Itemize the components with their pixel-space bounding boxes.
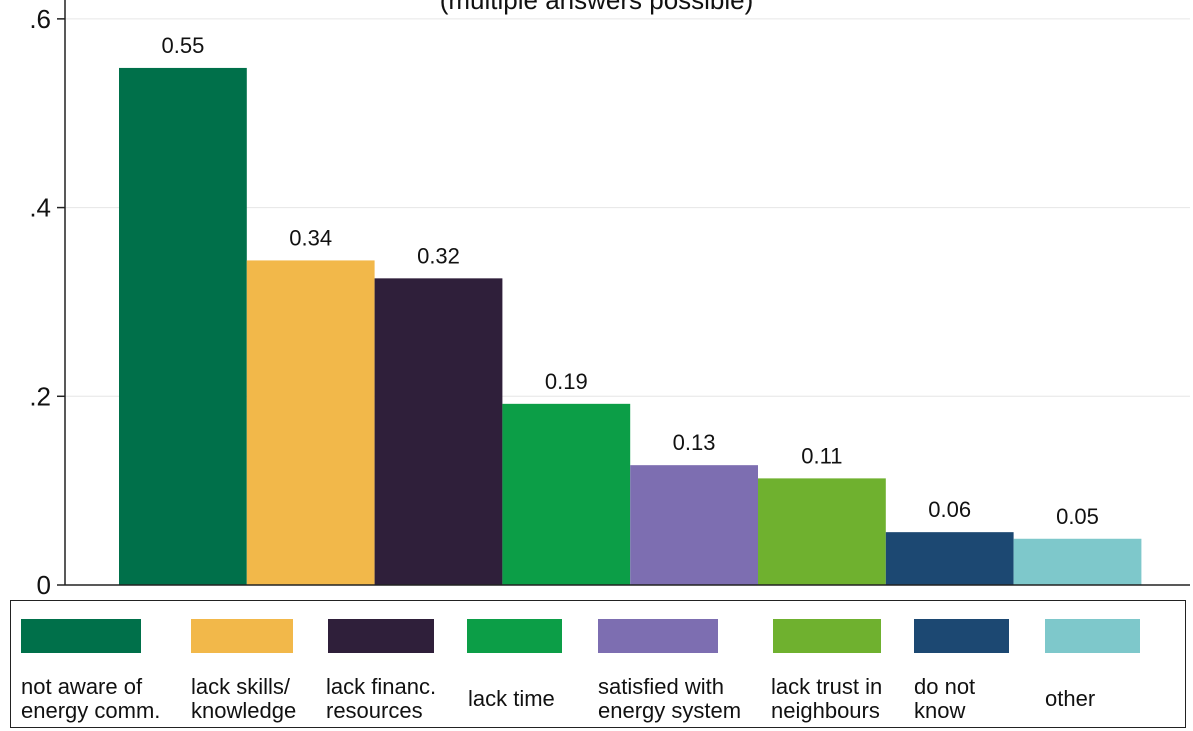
bar <box>246 260 375 585</box>
bar <box>630 465 758 585</box>
legend: not aware of energy comm. lack skills/ kn… <box>10 600 1186 728</box>
data-label: 0.13 <box>673 430 716 455</box>
data-label: 0.34 <box>289 225 332 250</box>
bar <box>374 278 503 585</box>
legend-swatch <box>467 619 562 653</box>
bar-chart: 0 .2 .4 .6 0.55 0.34 0.32 0.19 0.13 0.11 0.06 0.05 <box>29 0 1190 600</box>
bar <box>119 67 247 585</box>
data-label: 0.06 <box>928 497 971 522</box>
legend-label: lack financ. resources <box>326 674 437 723</box>
legend-swatch <box>598 619 718 653</box>
y-tick-label: .4 <box>29 193 51 223</box>
data-label: 0.05 <box>1056 504 1099 529</box>
bar <box>885 532 1014 585</box>
bar <box>758 478 886 585</box>
y-tick-label: .2 <box>29 381 51 411</box>
legend-label: do not know <box>914 674 976 723</box>
legend-label: lack trust in neighbours <box>771 674 883 723</box>
legend-swatch <box>191 619 293 653</box>
data-label: 0.32 <box>417 243 460 268</box>
legend-swatch <box>1045 619 1140 653</box>
legend-label: not aware of energy comm. <box>21 674 161 723</box>
chart-subtitle: (multiple answers possible) <box>439 0 754 15</box>
legend-swatch <box>21 619 141 653</box>
bar <box>1013 538 1142 585</box>
y-tick-label: .6 <box>29 4 51 34</box>
legend-label: satisfied with energy system <box>598 674 742 723</box>
legend-label: lack time <box>468 686 555 711</box>
y-tick-label: 0 <box>37 570 51 600</box>
legend-label: other <box>1045 686 1096 711</box>
legend-swatch <box>328 619 434 653</box>
data-label: 0.55 <box>161 33 204 58</box>
data-label: 0.11 <box>801 443 842 468</box>
legend-label: lack skills/ knowledge <box>191 674 297 723</box>
legend-swatch <box>773 619 881 653</box>
data-label: 0.19 <box>545 369 588 394</box>
legend-swatch <box>914 619 1009 653</box>
bar <box>502 403 631 585</box>
